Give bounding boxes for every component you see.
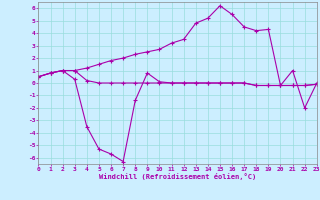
X-axis label: Windchill (Refroidissement éolien,°C): Windchill (Refroidissement éolien,°C): [99, 173, 256, 180]
